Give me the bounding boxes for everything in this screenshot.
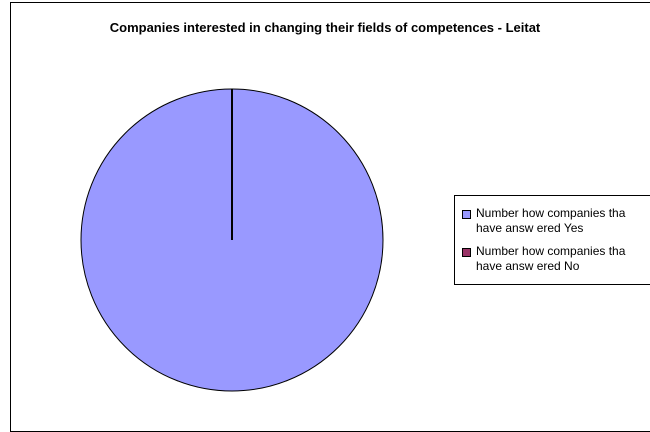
legend-label-no: Number how companies tha have answ ered … bbox=[476, 244, 650, 274]
legend-label-yes-line1: Number how companies tha bbox=[476, 206, 626, 220]
chart-legend: Number how companies tha have answ ered … bbox=[454, 195, 650, 285]
legend-label-yes: Number how companies tha have answ ered … bbox=[476, 206, 650, 236]
legend-label-no-line1: Number how companies tha bbox=[476, 244, 626, 258]
legend-swatch-yes bbox=[462, 210, 471, 219]
legend-swatch-no bbox=[462, 248, 471, 257]
pie-chart bbox=[80, 88, 384, 392]
legend-label-yes-line2: have answ ered Yes bbox=[476, 221, 584, 235]
legend-label-no-line2: have answ ered No bbox=[476, 259, 580, 273]
chart-title: Companies interested in changing their f… bbox=[109, 20, 541, 35]
